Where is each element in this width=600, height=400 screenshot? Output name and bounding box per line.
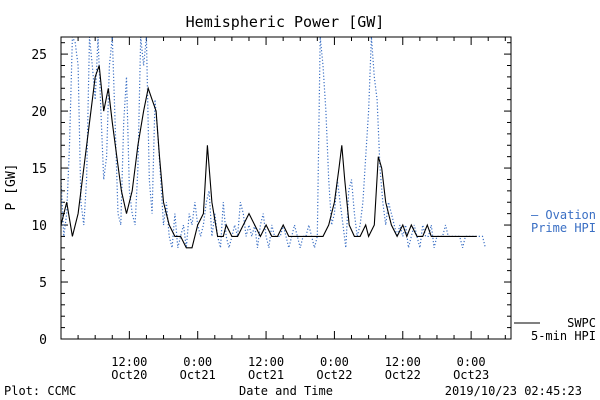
x-tick-date-label: Oct20 — [111, 368, 147, 382]
y-tick-label: 10 — [31, 219, 47, 234]
series-swpc-line — [60, 65, 477, 249]
plot-frame — [60, 36, 512, 340]
x-tick-time-label: 12:00 — [248, 355, 284, 369]
series-ovation-line — [60, 36, 486, 248]
plot-timestamp: 2019/10/23 02:45:23 — [445, 384, 582, 398]
y-tick-label: 0 — [39, 333, 47, 348]
legend: — Ovation Prime HPI SWPC 5-min HPI — [514, 208, 596, 343]
y-axis-ticks: 0 5 10 15 20 25 — [31, 42, 511, 348]
x-axis-ticks: 12:00Oct200:00Oct2112:00Oct210:00Oct2212… — [60, 37, 506, 382]
x-tick-time-label: 12:00 — [111, 355, 147, 369]
legend-ovation-line1: — Ovation — [531, 208, 596, 222]
x-tick-date-label: Oct21 — [180, 368, 216, 382]
x-axis-label: Date and Time — [239, 384, 333, 398]
x-tick-time-label: 0:00 — [457, 355, 486, 369]
legend-ovation-line2: Prime HPI — [531, 221, 596, 235]
chart-title: Hemispheric Power [GW] — [186, 13, 385, 31]
y-axis-label: P [GW] — [4, 164, 19, 211]
y-tick-label: 20 — [31, 105, 47, 120]
y-tick-label: 25 — [31, 48, 47, 63]
x-tick-date-label: Oct21 — [248, 368, 284, 382]
legend-swpc-line1: SWPC — [567, 316, 596, 330]
x-tick-date-label: Oct22 — [316, 368, 352, 382]
y-tick-label: 5 — [39, 276, 47, 291]
x-tick-time-label: 12:00 — [385, 355, 421, 369]
x-tick-date-label: Oct23 — [453, 368, 489, 382]
y-tick-label: 15 — [31, 162, 47, 177]
plot-credit: Plot: CCMC — [4, 384, 76, 398]
series-layer — [60, 36, 486, 249]
legend-swpc-line2: 5-min HPI — [531, 329, 596, 343]
x-tick-time-label: 0:00 — [320, 355, 349, 369]
x-tick-date-label: Oct22 — [385, 368, 421, 382]
x-tick-time-label: 0:00 — [183, 355, 212, 369]
